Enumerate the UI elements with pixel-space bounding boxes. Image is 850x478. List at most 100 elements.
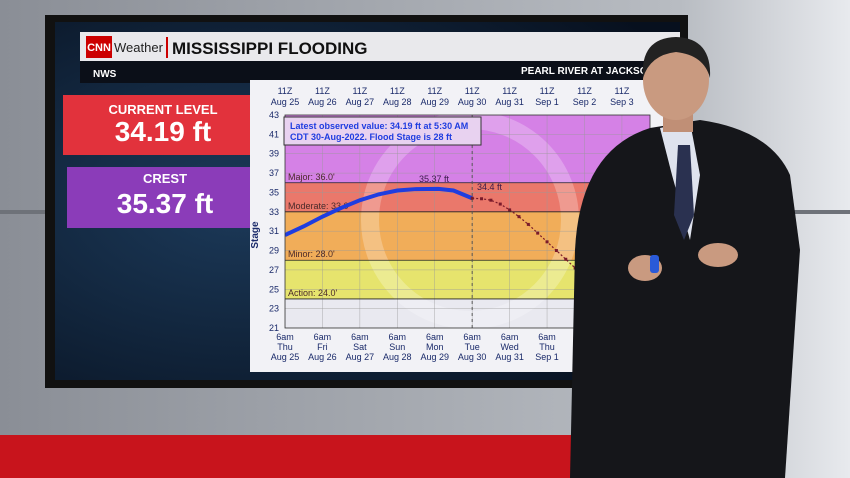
x-tick-label: Sep 2 bbox=[573, 97, 597, 107]
x-bottom-time: 6am bbox=[351, 332, 369, 342]
panel-title: CURRENT LEVEL bbox=[108, 102, 217, 117]
x-bottom-time: 6am bbox=[463, 332, 481, 342]
forecast-point bbox=[480, 197, 484, 201]
suit bbox=[570, 120, 800, 478]
annotation: 35.37 ft bbox=[419, 174, 450, 184]
stage-label: Major: 36.0' bbox=[288, 172, 335, 182]
x-bottom-date: Aug 25 bbox=[271, 352, 300, 362]
forecast-point bbox=[554, 249, 558, 253]
panel-crest bbox=[67, 167, 260, 228]
logo-box bbox=[86, 36, 112, 58]
panel-value: 35.37 ft bbox=[117, 188, 214, 219]
stage-label: Action: 24.0' bbox=[288, 288, 338, 298]
forecast-point bbox=[508, 208, 512, 212]
y-tick-label: 21 bbox=[269, 323, 279, 333]
x-top-prefix: 11Z bbox=[502, 86, 517, 96]
panel-value: 34.19 ft bbox=[115, 116, 212, 147]
stage-label: Minor: 28.0' bbox=[288, 249, 335, 259]
x-top-prefix: 11Z bbox=[315, 86, 330, 96]
presenter bbox=[570, 37, 800, 478]
stage-label: Moderate: 33.0' bbox=[288, 201, 351, 211]
forecast-point bbox=[498, 202, 502, 206]
info-text: CDT 30-Aug-2022. Flood Stage is 28 ft bbox=[290, 132, 452, 142]
y-tick-label: 31 bbox=[269, 226, 279, 236]
x-bottom-day: Thu bbox=[277, 342, 293, 352]
x-top-prefix: 11Z bbox=[615, 86, 630, 96]
info-text: Latest observed value: 34.19 ft at 5:30 … bbox=[290, 121, 468, 131]
y-tick-label: 29 bbox=[269, 246, 279, 256]
hair bbox=[642, 37, 711, 78]
forecast-point bbox=[536, 231, 540, 235]
x-bottom-date: Aug 29 bbox=[420, 352, 449, 362]
x-bottom-time: 6am bbox=[426, 332, 444, 342]
header-bar bbox=[80, 32, 680, 61]
x-top-prefix: 11Z bbox=[577, 86, 592, 96]
y-tick-label: 43 bbox=[269, 110, 279, 120]
forecast-point bbox=[517, 215, 521, 219]
x-top-prefix: 11Z bbox=[390, 86, 405, 96]
face bbox=[643, 40, 709, 120]
source: NWS bbox=[93, 69, 117, 80]
subheader-bar bbox=[80, 61, 680, 83]
y-tick-label: 23 bbox=[269, 304, 279, 314]
y-tick-label: 27 bbox=[269, 265, 279, 275]
y-tick-label: 25 bbox=[269, 284, 279, 294]
x-bottom-date: Aug 31 bbox=[495, 352, 524, 362]
x-bottom-day: Sun bbox=[389, 342, 405, 352]
x-bottom-time: 6am bbox=[276, 332, 294, 342]
x-bottom-time: 6am bbox=[501, 332, 519, 342]
section: Weather bbox=[114, 40, 164, 55]
y-axis-label: Stage bbox=[250, 221, 261, 249]
x-bottom-date: Aug 26 bbox=[308, 352, 337, 362]
x-bottom-day: Tue bbox=[465, 342, 480, 352]
x-bottom-date: Aug 27 bbox=[346, 352, 375, 362]
brand: CNN bbox=[87, 42, 111, 54]
x-bottom-date: Aug 30 bbox=[458, 352, 487, 362]
y-tick-label: 33 bbox=[269, 207, 279, 217]
x-bottom-time: 6am bbox=[314, 332, 332, 342]
panel-current bbox=[63, 95, 260, 155]
x-tick-label: Aug 25 bbox=[271, 97, 300, 107]
x-tick-label: Aug 31 bbox=[495, 97, 524, 107]
x-tick-label: Aug 29 bbox=[420, 97, 449, 107]
x-bottom-time: 6am bbox=[389, 332, 407, 342]
title: MISSISSIPPI FLOODING bbox=[172, 39, 368, 58]
x-top-prefix: 11Z bbox=[465, 86, 480, 96]
x-tick-label: Aug 30 bbox=[458, 97, 487, 107]
x-top-prefix: 11Z bbox=[278, 86, 293, 96]
y-tick-label: 37 bbox=[269, 168, 279, 178]
forecast-point bbox=[470, 196, 474, 200]
forecast-point bbox=[489, 198, 493, 202]
x-bottom-date: Aug 28 bbox=[383, 352, 412, 362]
y-tick-label: 35 bbox=[269, 187, 279, 197]
x-bottom-day: Thu bbox=[539, 342, 555, 352]
x-top-prefix: 11Z bbox=[540, 86, 555, 96]
hand bbox=[698, 243, 738, 267]
x-bottom-day: Mon bbox=[426, 342, 444, 352]
x-tick-label: Aug 26 bbox=[308, 97, 337, 107]
forecast-point bbox=[526, 222, 530, 226]
x-tick-label: Sep 3 bbox=[610, 97, 634, 107]
x-top-prefix: 11Z bbox=[352, 86, 367, 96]
y-tick-label: 39 bbox=[269, 149, 279, 159]
y-tick-label: 41 bbox=[269, 129, 279, 139]
x-bottom-time: 6am bbox=[538, 332, 556, 342]
observed-line bbox=[285, 186, 473, 237]
x-tick-label: Sep 1 bbox=[535, 97, 559, 107]
tie bbox=[674, 145, 694, 240]
x-bottom-day: Fri bbox=[317, 342, 328, 352]
forecast-point bbox=[564, 257, 568, 261]
info-box bbox=[283, 116, 482, 146]
x-top-prefix: 11Z bbox=[427, 86, 442, 96]
divider bbox=[166, 37, 168, 58]
forecast-point bbox=[545, 240, 549, 244]
annotation: 34.4 ft bbox=[477, 182, 503, 192]
gauge-name: PEARL RIVER AT JACKSO bbox=[521, 66, 648, 77]
x-tick-label: Aug 28 bbox=[383, 97, 412, 107]
panel-title: CREST bbox=[143, 171, 187, 186]
x-bottom-date: Sep 1 bbox=[535, 352, 559, 362]
x-bottom-day: Sat bbox=[353, 342, 367, 352]
x-bottom-day: Wed bbox=[500, 342, 518, 352]
clicker bbox=[650, 255, 659, 273]
